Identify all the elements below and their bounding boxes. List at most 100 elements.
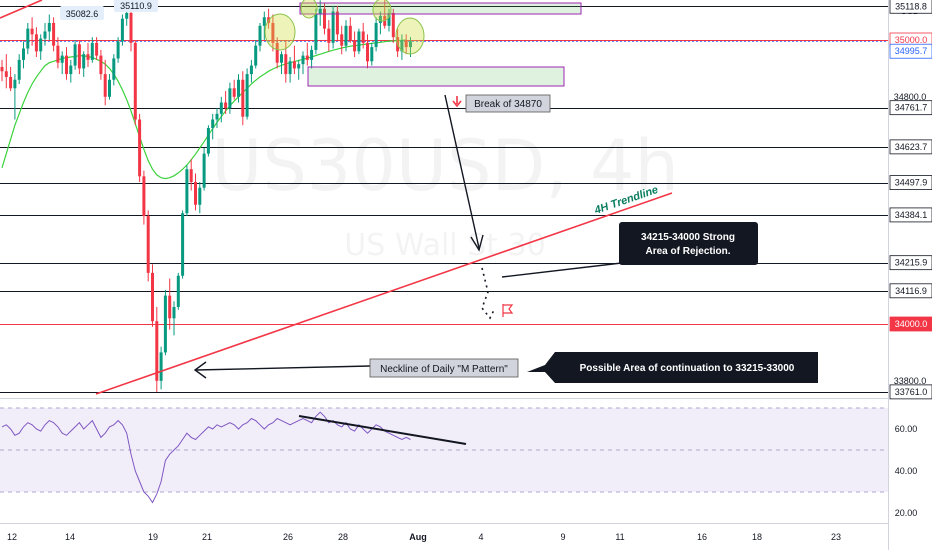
- price-tag: [889, 43, 932, 59]
- price-tag-label: 34000.0: [895, 319, 928, 329]
- price-tag-label: 34497.9: [895, 178, 928, 188]
- candle-body: [219, 102, 223, 114]
- time-tick: 4: [478, 532, 483, 542]
- watermark-subtitle: US Wall St 30: [344, 228, 545, 263]
- price-tag-label: 34995.7: [895, 46, 928, 56]
- symbol-watermark: US30USD, 4h US Wall St 30: [211, 125, 679, 263]
- moving-average: [1, 39, 407, 180]
- candle-body: [9, 76, 13, 89]
- candle-body: [409, 41, 412, 48]
- time-tick: 16: [697, 532, 707, 542]
- candle-body: [202, 153, 206, 188]
- price-tag: [889, 316, 932, 332]
- candle-body: [206, 128, 210, 154]
- time-tick: 26: [283, 532, 293, 542]
- candle-body: [288, 61, 292, 75]
- candle-body: [133, 42, 137, 120]
- neckline-arrow: [195, 365, 371, 371]
- candle-body: [271, 22, 275, 43]
- candle-body: [211, 119, 215, 129]
- candle-body: [378, 15, 382, 23]
- candle-body: [391, 13, 395, 38]
- high-flag: [60, 6, 104, 20]
- candle-body: [47, 22, 51, 32]
- projection-dotted: [481, 267, 496, 320]
- candle-body: [348, 25, 352, 40]
- candle-body: [245, 74, 249, 117]
- price-tag: [889, 175, 932, 190]
- candle-body: [151, 272, 154, 322]
- rsi-line: [1, 411, 411, 504]
- break-label: Break of 34870: [474, 99, 542, 110]
- candle-body: [400, 40, 404, 52]
- candle-body: [254, 45, 258, 66]
- time-tick: 9: [560, 532, 565, 542]
- neckline-label: Neckline of Daily "M Pattern": [380, 364, 508, 375]
- projection-arrow: [444, 94, 480, 249]
- candle-body: [108, 79, 111, 97]
- candle-body: [65, 55, 68, 75]
- rsi-pane: [1, 411, 467, 504]
- break-label-box: [465, 94, 551, 113]
- candle-body: [34, 34, 38, 52]
- candle-body: [56, 45, 60, 63]
- time-tick: 21: [202, 532, 212, 542]
- price-tag-label: 35000.0: [895, 35, 928, 45]
- candle-body: [86, 54, 90, 60]
- candle-body: [116, 41, 120, 59]
- price-tag-label: 35118.8: [895, 1, 927, 11]
- candle-body: [232, 88, 236, 97]
- candle-body: [361, 31, 365, 43]
- candle-body: [344, 25, 348, 46]
- candle-body: [340, 34, 344, 46]
- candles: [0, 0, 412, 392]
- trendline-top: [0, 0, 43, 19]
- price-tag: [889, 207, 932, 223]
- candle-body: [262, 17, 266, 26]
- high-flag-label: 35082.6: [66, 9, 99, 19]
- drawings: [0, 0, 673, 395]
- price-tag-label: 34623.7: [895, 142, 928, 152]
- price-tag-label: 34116.9: [895, 286, 927, 296]
- candle-body: [237, 79, 240, 97]
- candle-body: [305, 55, 309, 60]
- rsi-band: [0, 398, 888, 493]
- time-tick: 14: [65, 532, 75, 542]
- candle-body: [185, 169, 189, 214]
- candle-body: [280, 54, 283, 63]
- high-flag-label: 35110.9: [120, 1, 152, 11]
- candle-body: [60, 55, 64, 63]
- candle-body: [155, 321, 159, 381]
- candle-body: [90, 42, 94, 60]
- trendline: [95, 192, 673, 395]
- candle-body: [73, 44, 77, 66]
- candle-body: [249, 65, 253, 75]
- candle-body: [318, 8, 322, 15]
- candle-body: [215, 113, 219, 120]
- candle-body: [43, 31, 47, 39]
- candle-body: [95, 42, 99, 56]
- highlight-circle: [395, 17, 425, 55]
- rsi-tick: 60.00: [895, 424, 918, 434]
- candle-body: [189, 169, 193, 182]
- neckline-arrowhead: [193, 361, 207, 379]
- highlight-circle: [300, 0, 318, 19]
- candle-body: [224, 102, 228, 109]
- candle-body: [194, 182, 197, 205]
- time-tick: 11: [615, 532, 624, 542]
- candle-body: [310, 49, 314, 60]
- price-tick: 33800.0: [894, 376, 927, 386]
- rsi-tick: 40.00: [895, 466, 918, 476]
- candle-body: [198, 187, 202, 205]
- price-tick: 34800.0: [894, 92, 927, 102]
- candle-body: [366, 42, 369, 62]
- candle-body: [69, 65, 73, 75]
- rejection-callout: [619, 222, 758, 265]
- candle-body: [159, 352, 163, 381]
- candle-body: [323, 8, 326, 29]
- candle-body: [39, 38, 43, 52]
- time-tick: 28: [338, 532, 348, 542]
- time-tick: 19: [148, 532, 158, 542]
